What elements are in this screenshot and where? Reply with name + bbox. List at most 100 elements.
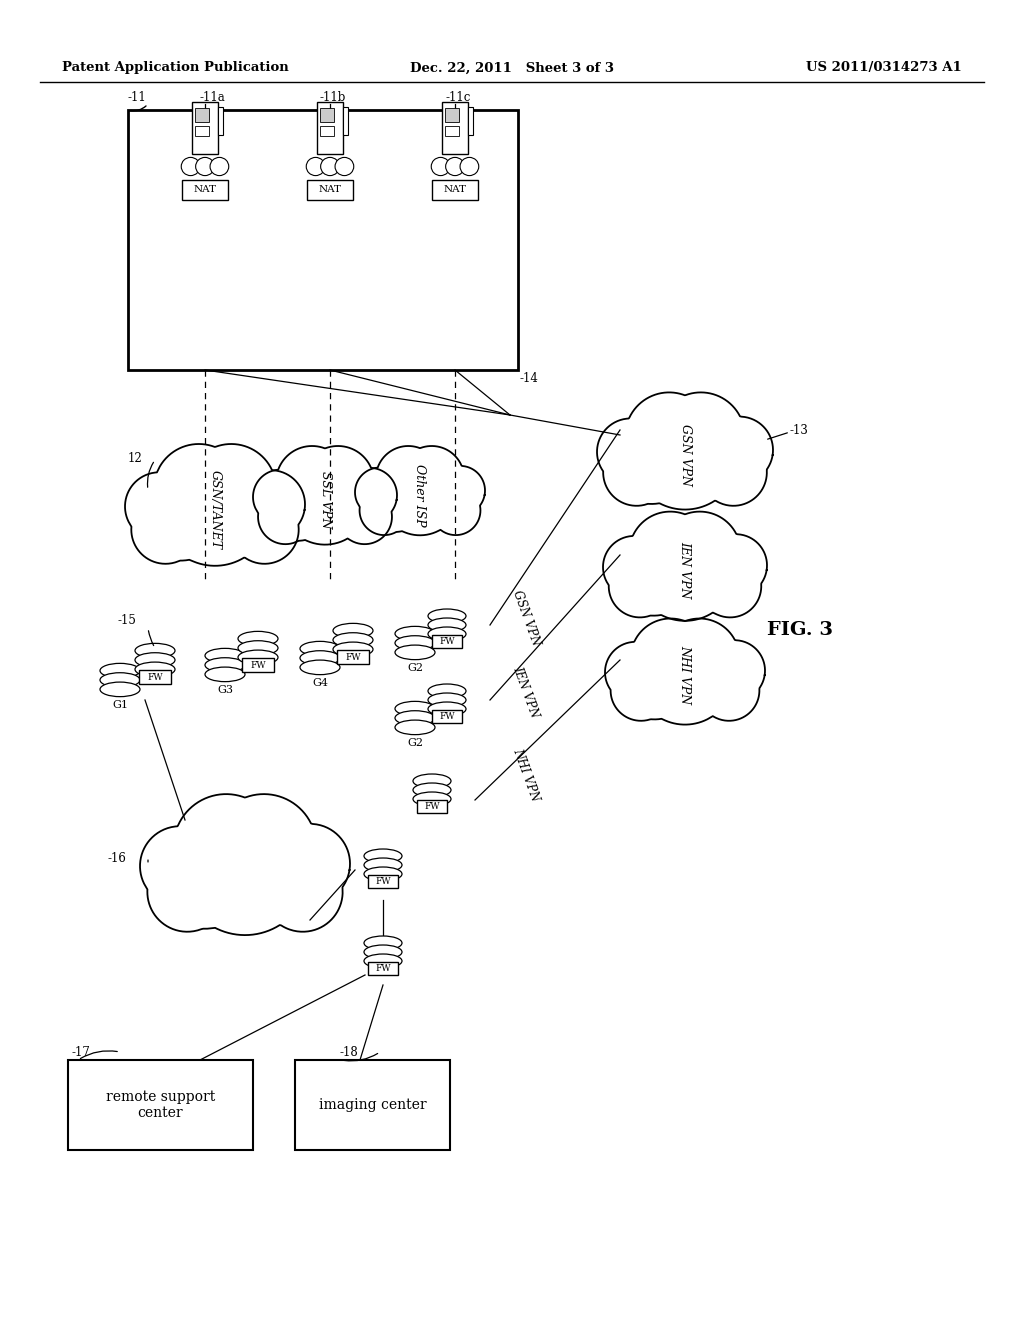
- Ellipse shape: [428, 618, 466, 632]
- Ellipse shape: [300, 651, 340, 665]
- Ellipse shape: [100, 664, 140, 678]
- Text: FW: FW: [439, 638, 455, 645]
- Ellipse shape: [135, 652, 175, 668]
- Ellipse shape: [181, 157, 200, 176]
- Text: 12: 12: [128, 451, 142, 465]
- Ellipse shape: [100, 673, 140, 688]
- Text: US 2011/0314273 A1: US 2011/0314273 A1: [806, 62, 962, 74]
- FancyBboxPatch shape: [196, 108, 209, 123]
- Text: FIG. 3: FIG. 3: [767, 620, 833, 639]
- Text: -11b: -11b: [319, 91, 346, 104]
- Text: -18: -18: [340, 1045, 358, 1059]
- Ellipse shape: [196, 157, 214, 176]
- Text: GSN/TANET: GSN/TANET: [209, 470, 221, 549]
- FancyBboxPatch shape: [431, 180, 478, 201]
- Ellipse shape: [364, 858, 402, 873]
- FancyBboxPatch shape: [217, 107, 223, 135]
- Text: FW: FW: [424, 803, 440, 810]
- Text: G1: G1: [112, 700, 128, 710]
- Ellipse shape: [395, 701, 435, 715]
- Ellipse shape: [335, 157, 353, 176]
- Ellipse shape: [238, 631, 278, 645]
- Ellipse shape: [333, 623, 373, 638]
- FancyBboxPatch shape: [369, 962, 397, 975]
- FancyBboxPatch shape: [243, 659, 273, 672]
- Ellipse shape: [238, 640, 278, 655]
- Text: -11: -11: [128, 91, 146, 104]
- Ellipse shape: [413, 774, 451, 788]
- Text: NAT: NAT: [194, 185, 216, 194]
- Ellipse shape: [333, 632, 373, 647]
- FancyBboxPatch shape: [317, 102, 343, 153]
- Text: SSL VPN: SSL VPN: [318, 471, 332, 529]
- FancyBboxPatch shape: [68, 1060, 253, 1150]
- Ellipse shape: [300, 660, 340, 675]
- Ellipse shape: [100, 682, 140, 697]
- Ellipse shape: [413, 783, 451, 797]
- FancyBboxPatch shape: [139, 671, 171, 684]
- Ellipse shape: [445, 157, 464, 176]
- Text: FW: FW: [345, 652, 360, 661]
- Ellipse shape: [135, 663, 175, 677]
- Text: -17: -17: [72, 1045, 91, 1059]
- Text: -11a: -11a: [200, 91, 225, 104]
- FancyBboxPatch shape: [445, 127, 460, 136]
- Text: -16: -16: [108, 851, 127, 865]
- Ellipse shape: [205, 657, 245, 672]
- Ellipse shape: [321, 157, 339, 176]
- Ellipse shape: [364, 954, 402, 968]
- Ellipse shape: [364, 867, 402, 880]
- Text: G2: G2: [407, 738, 423, 747]
- Text: -11c: -11c: [445, 91, 470, 104]
- Text: FW: FW: [375, 876, 391, 886]
- FancyBboxPatch shape: [337, 651, 369, 664]
- Text: FW: FW: [375, 964, 391, 973]
- FancyBboxPatch shape: [306, 180, 353, 201]
- FancyBboxPatch shape: [369, 875, 397, 888]
- Ellipse shape: [210, 157, 228, 176]
- Ellipse shape: [395, 645, 435, 660]
- Text: FW: FW: [147, 673, 163, 681]
- Ellipse shape: [205, 648, 245, 663]
- Text: NAT: NAT: [443, 185, 467, 194]
- Ellipse shape: [364, 945, 402, 960]
- Text: imaging center: imaging center: [318, 1098, 426, 1111]
- Text: Patent Application Publication: Patent Application Publication: [62, 62, 289, 74]
- FancyBboxPatch shape: [196, 127, 209, 136]
- Ellipse shape: [395, 710, 435, 725]
- Ellipse shape: [428, 684, 466, 698]
- Ellipse shape: [395, 636, 435, 651]
- Text: -13: -13: [790, 424, 809, 437]
- Text: G3: G3: [217, 685, 233, 694]
- Ellipse shape: [428, 702, 466, 715]
- Text: -15: -15: [118, 614, 137, 627]
- Ellipse shape: [460, 157, 479, 176]
- Ellipse shape: [238, 649, 278, 665]
- Ellipse shape: [364, 936, 402, 950]
- FancyBboxPatch shape: [321, 108, 334, 123]
- Ellipse shape: [428, 609, 466, 623]
- Text: G2: G2: [407, 663, 423, 673]
- Text: NHI VPN: NHI VPN: [679, 645, 691, 705]
- Text: GSN VPN: GSN VPN: [679, 424, 691, 486]
- Ellipse shape: [306, 157, 325, 176]
- Text: NHI VPN: NHI VPN: [510, 747, 542, 804]
- FancyBboxPatch shape: [417, 800, 446, 813]
- Ellipse shape: [428, 693, 466, 708]
- FancyBboxPatch shape: [193, 102, 217, 153]
- Text: NAT: NAT: [318, 185, 341, 194]
- FancyBboxPatch shape: [432, 635, 462, 648]
- Ellipse shape: [135, 643, 175, 657]
- Text: IEN VPN: IEN VPN: [510, 664, 541, 719]
- Text: Other ISP: Other ISP: [414, 463, 427, 527]
- Ellipse shape: [333, 642, 373, 656]
- FancyBboxPatch shape: [432, 710, 462, 723]
- FancyBboxPatch shape: [181, 180, 228, 201]
- Text: FW: FW: [250, 660, 266, 669]
- FancyBboxPatch shape: [343, 107, 348, 135]
- Text: G4: G4: [312, 677, 328, 688]
- Ellipse shape: [364, 849, 402, 863]
- Ellipse shape: [205, 667, 245, 681]
- Text: FW: FW: [439, 711, 455, 721]
- FancyBboxPatch shape: [468, 107, 473, 135]
